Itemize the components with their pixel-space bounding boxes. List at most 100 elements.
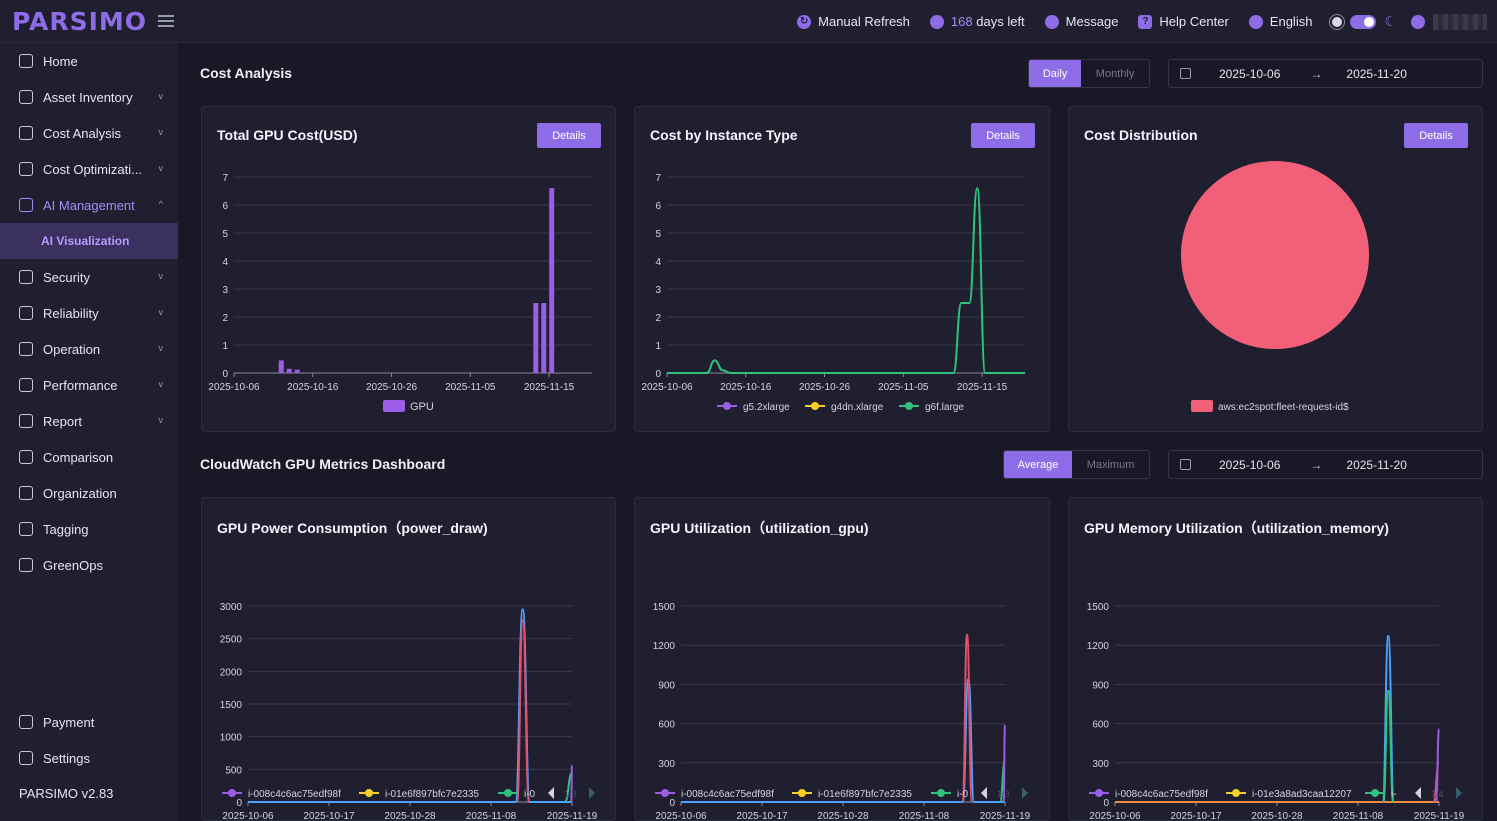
dollar-icon (19, 162, 33, 176)
bar (286, 368, 292, 373)
sidebar-item-label: Cost Analysis (43, 125, 122, 141)
sidebar-item-report[interactable]: Report v (0, 403, 178, 439)
legend-label: i-008c4c6ac75edf98f (681, 789, 774, 800)
y-tick-label: 0 (655, 369, 661, 380)
sidebar-item-cost-optimization[interactable]: Cost Optimizati... v (0, 151, 178, 187)
sidebar-item-tagging[interactable]: Tagging (0, 511, 178, 547)
calendar-icon (1180, 459, 1191, 470)
sidebar-item-cost-analysis[interactable]: Cost Analysis v (0, 115, 178, 151)
y-tick-label: 3000 (220, 602, 243, 613)
y-tick-label: 0 (1103, 798, 1109, 809)
aggregation-toggle: Average Maximum (1003, 450, 1150, 479)
x-tick-label: 2025-10-17 (736, 811, 788, 820)
sidebar-item-settings[interactable]: Settings (0, 740, 178, 776)
x-tick-label: 2025-10-16 (287, 382, 339, 393)
series-line-2 (1382, 689, 1395, 803)
x-tick-label: 2025-11-15 (957, 382, 1008, 393)
x-tick-label: 2025-11-08 (1333, 811, 1384, 820)
org-chart-icon (19, 486, 33, 500)
bar (278, 360, 284, 373)
y-tick-label: 1500 (653, 602, 676, 613)
gpu-power-chart: 0 500 1000 1500 2000 2500 3000 2025-10-06 2025-1… (220, 602, 598, 820)
details-button[interactable]: Details (971, 123, 1035, 148)
legend-page: 1/4 (1431, 789, 1444, 799)
x-tick-label: 2025-10-06 (208, 382, 260, 393)
days-left-value: 168 (950, 14, 973, 29)
user-avatar-icon[interactable] (1411, 14, 1425, 29)
user-name-redacted[interactable] (1433, 13, 1487, 30)
days-left-indicator: 168 days left (929, 14, 1025, 29)
legend-label: i-0 (524, 789, 536, 800)
daily-button[interactable]: Daily (1029, 60, 1082, 87)
y-tick-label: 0 (222, 369, 228, 380)
series-line-1 (516, 619, 531, 803)
legend-marker (937, 789, 945, 797)
message-label: Message (1065, 14, 1119, 29)
date-from[interactable]: 2025-10-06 (1219, 66, 1281, 81)
message-button[interactable]: Message (1044, 14, 1119, 29)
sidebar-item-comparison[interactable]: Comparison (0, 439, 178, 475)
date-to[interactable]: 2025-11-20 (1346, 66, 1407, 81)
legend-next-icon (589, 787, 595, 799)
app-logo[interactable]: PARSIMO (12, 7, 148, 36)
sidebar-item-performance[interactable]: Performance v (0, 367, 178, 403)
sidebar-item-label: Comparison (43, 449, 114, 465)
bell-icon (1044, 14, 1059, 29)
sidebar-item-label: Tagging (43, 521, 89, 537)
details-button[interactable]: Details (537, 123, 601, 148)
legend-marker (1232, 789, 1240, 797)
globe-icon (1248, 14, 1263, 29)
theme-toggle[interactable] (1350, 14, 1377, 29)
series-line-4 (1435, 727, 1440, 803)
gpu-memory-card: GPU Memory Utilization（utilization_memor… (1068, 497, 1483, 821)
metrics-date-range[interactable]: 2025-10-06 → 2025-11-20 (1168, 450, 1483, 479)
x-tick-label: 2025-10-06 (641, 382, 693, 393)
arrow-right-icon: → (1310, 66, 1323, 81)
card-title: GPU Utilization（utilization_gpu) (650, 520, 869, 536)
metrics-title: CloudWatch GPU Metrics Dashboard (200, 456, 446, 472)
sidebar-item-operation[interactable]: Operation v (0, 331, 178, 367)
sidebar-item-ai-visualization[interactable]: AI Visualization (0, 223, 178, 259)
cost-date-range[interactable]: 2025-10-06 → 2025-11-20 (1168, 59, 1483, 88)
legend-prev-icon (981, 787, 987, 799)
sidebar-item-security[interactable]: Security v (0, 259, 178, 295)
x-tick-label: 2025-10-28 (384, 811, 436, 820)
sidebar-item-label: Asset Inventory (43, 89, 133, 105)
theme-switch[interactable]: ☾ (1332, 13, 1397, 30)
legend-label: g6f.large (925, 402, 964, 413)
y-tick-label: 4 (222, 257, 228, 268)
legend-next-icon (1022, 787, 1028, 799)
y-tick-label: 900 (1092, 680, 1109, 691)
sidebar-item-label: Operation (43, 341, 101, 357)
manual-refresh-button[interactable]: ↻ Manual Refresh (797, 14, 910, 29)
sidebar-item-payment[interactable]: Payment (0, 704, 178, 740)
sidebar-item-asset-inventory[interactable]: Asset Inventory v (0, 79, 178, 115)
legend-label: aws:ec2spot:fleet-request-id$ (1218, 402, 1349, 413)
help-icon: ? (1138, 14, 1153, 29)
help-center-button[interactable]: ? Help Center (1138, 14, 1229, 29)
sidebar-item-reliability[interactable]: Reliability v (0, 295, 178, 331)
monthly-button[interactable]: Monthly (1095, 67, 1135, 80)
average-button[interactable]: Average (1004, 451, 1073, 478)
card-title: GPU Power Consumption（power_draw) (217, 520, 488, 536)
home-icon (19, 54, 33, 68)
compare-icon (19, 450, 33, 464)
gear-icon (19, 751, 33, 765)
sidebar-item-organization[interactable]: Organization (0, 475, 178, 511)
bar (294, 369, 300, 373)
legend-marker (228, 789, 236, 797)
maximum-button[interactable]: Maximum (1086, 458, 1135, 471)
date-from[interactable]: 2025-10-06 (1219, 457, 1281, 472)
sidebar-item-greenops[interactable]: GreenOps (0, 547, 178, 583)
x-tick-label: 2025-11-19 (980, 811, 1031, 820)
sidebar-item-ai-management[interactable]: AI Management ^ (0, 187, 178, 223)
details-button[interactable]: Details (1404, 123, 1468, 148)
sidebar-item-home[interactable]: Home (0, 43, 178, 79)
x-tick-label: 2025-11-08 (899, 811, 950, 820)
chevron-down-icon: v (158, 307, 164, 317)
chevron-down-icon: v (158, 271, 164, 281)
language-selector[interactable]: English (1248, 14, 1312, 29)
date-to[interactable]: 2025-11-20 (1346, 457, 1407, 472)
menu-toggle-icon[interactable] (158, 12, 174, 28)
calendar-icon (1180, 68, 1191, 79)
